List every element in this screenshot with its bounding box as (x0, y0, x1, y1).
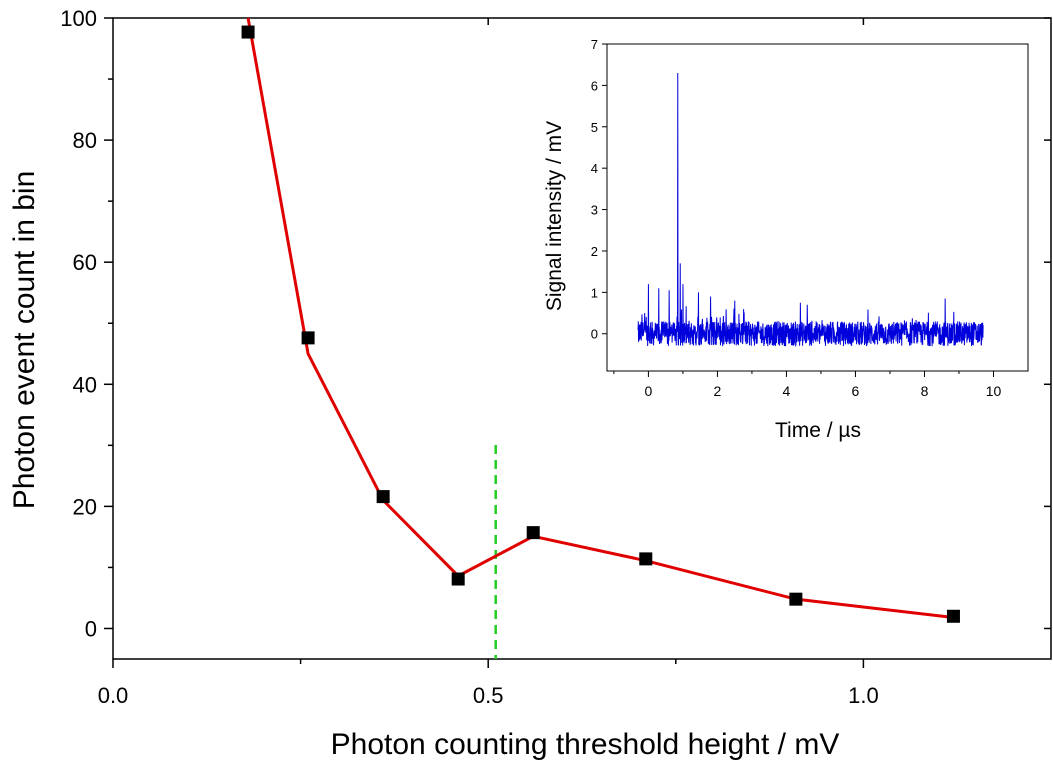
data-point (301, 331, 315, 345)
inset-y-tick-label: 1 (591, 285, 598, 300)
inset-x-axis-label: Time / µs (775, 419, 861, 442)
x-tick-label: 0.0 (98, 683, 129, 708)
x-tick-label: 1.0 (848, 683, 879, 708)
inset-x-tick-label: 6 (852, 383, 860, 399)
inset-x-tick-label: 8 (921, 383, 929, 399)
inset-y-tick-label: 5 (591, 120, 598, 135)
data-point (241, 25, 255, 39)
main-x-axis: 0.0 0.5 1.0 (98, 18, 879, 708)
inset-y-tick-label: 4 (591, 161, 598, 176)
main-y-axis-label: Photon event count in bin (8, 171, 41, 510)
x-tick-label: 0.5 (473, 683, 504, 708)
inset-y-tick-label: 3 (591, 203, 598, 218)
fit-line (246, 17, 954, 619)
inset-x-tick-label: 0 (645, 383, 653, 399)
signal-trace (637, 72, 984, 348)
inset-y-tick-label: 7 (591, 37, 598, 52)
inset-chart: 0 2 4 6 8 10 0 1 2 3 4 5 6 7 Time / µs Signal intens… (543, 37, 1029, 442)
inset-y-axis: 0 1 2 3 4 5 6 7 (591, 37, 607, 342)
y-tick-label: 40 (73, 372, 97, 397)
inset-y-tick-label: 2 (591, 244, 598, 259)
data-point (451, 572, 465, 586)
inset-y-tick-label: 6 (591, 78, 598, 93)
y-tick-label: 80 (73, 128, 97, 153)
data-point-series (241, 25, 960, 623)
inset-y-tick-label: 0 (591, 327, 598, 342)
data-point (946, 609, 960, 623)
y-tick-label: 20 (73, 494, 97, 519)
data-point (526, 526, 540, 540)
signal-trace-line (637, 72, 984, 348)
y-tick-label: 60 (73, 250, 97, 275)
y-tick-label: 0 (85, 616, 97, 641)
inset-y-axis-label: Signal intensity / mV (543, 121, 566, 311)
data-point (639, 552, 653, 566)
inset-x-tick-label: 4 (783, 383, 791, 399)
inset-x-tick-label: 2 (714, 383, 722, 399)
main-plot-frame (112, 17, 1052, 660)
inset-x-tick-label: 10 (986, 383, 1002, 399)
main-x-axis-label: Photon counting threshold height / mV (331, 728, 840, 761)
fit-line-series (246, 17, 954, 619)
data-point (789, 592, 803, 606)
inset-x-axis: 0 2 4 6 8 10 (613, 371, 1002, 399)
data-point (376, 490, 390, 504)
y-tick-label: 100 (60, 6, 97, 31)
